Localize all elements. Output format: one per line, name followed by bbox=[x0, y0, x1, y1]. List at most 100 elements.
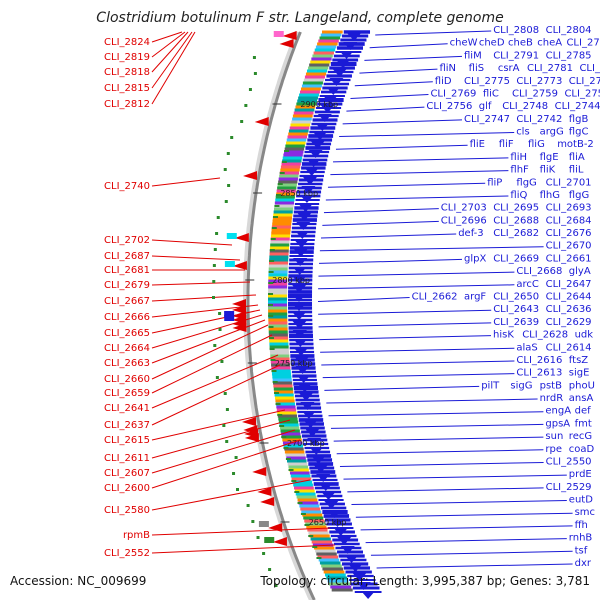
plus-strand-gene-arrow bbox=[344, 555, 359, 563]
gene-leader-line-minus bbox=[151, 429, 296, 474]
minus-strand-gene-arrow bbox=[257, 487, 272, 496]
gene-label-minus: CLI_2637 bbox=[104, 420, 150, 431]
gene-label-plus: def bbox=[575, 406, 592, 417]
gene-label-plus: fliE bbox=[470, 139, 485, 150]
gene-label-minus: CLI_2815 bbox=[104, 83, 150, 94]
gene-label-minus: CLI_2812 bbox=[104, 99, 150, 110]
marker-dot bbox=[240, 120, 244, 123]
gene-label-plus: recG bbox=[569, 431, 592, 442]
plus-strand-gene-arrow bbox=[303, 420, 318, 428]
plus-strand-gene-arrow bbox=[300, 402, 315, 410]
plus-strand-gene-arrow bbox=[293, 348, 308, 356]
gene-label-minus: CLI_2666 bbox=[104, 312, 150, 323]
feature-block bbox=[258, 521, 269, 527]
marker-dash bbox=[269, 348, 275, 350]
gene-label-plus: fliN bbox=[439, 63, 456, 74]
gene-leader-line-minus bbox=[151, 255, 241, 261]
gene-leader-line bbox=[319, 335, 492, 341]
plus-strand-gene-arrow bbox=[292, 294, 307, 302]
marker-dash bbox=[270, 238, 276, 240]
feature-block bbox=[226, 233, 237, 239]
gene-label-plus: fliF bbox=[499, 139, 514, 150]
gene-leader-line bbox=[351, 500, 567, 506]
gene-label-minus: CLI_2740 bbox=[104, 181, 150, 192]
gene-label-minus: rpmB bbox=[123, 530, 150, 541]
plus-strand-gene-arrow bbox=[307, 438, 322, 446]
gene-leader-line bbox=[336, 449, 544, 455]
plus-strand-gene-arrow bbox=[309, 447, 324, 455]
gene-label-plus: argF bbox=[464, 292, 486, 303]
minus-strand-gene-arrow bbox=[232, 323, 247, 332]
gene-label-plus: CLI_2669 bbox=[493, 253, 539, 264]
kbp-tick-label: 2900 kbp bbox=[300, 100, 338, 109]
gene-label-minus: CLI_2615 bbox=[104, 435, 150, 446]
gene-leader-line bbox=[327, 182, 486, 188]
gene-label-minus: CLI_2607 bbox=[104, 468, 150, 479]
gene-label-plus: tsf bbox=[575, 545, 588, 556]
marker-dash bbox=[275, 403, 281, 405]
marker-dot bbox=[236, 488, 240, 491]
gene-leader-line-minus bbox=[151, 334, 273, 394]
plus-strand-gene-arrow bbox=[332, 69, 347, 77]
marker-dot bbox=[213, 344, 217, 347]
gene-label-plus: CLI_2662 bbox=[412, 292, 458, 303]
gene-leader-line bbox=[318, 271, 515, 277]
gene-label-plus: ansA bbox=[569, 393, 594, 404]
gene-leader-line bbox=[317, 297, 410, 302]
gene-label-plus: CLI_2795 bbox=[566, 38, 600, 49]
marker-dot bbox=[234, 456, 238, 459]
gene-label-plus: CLI_2804 bbox=[546, 25, 592, 36]
gene-leader-line bbox=[339, 461, 544, 467]
plus-strand-gene-arrow bbox=[292, 312, 307, 320]
gene-label-plus: CLI_2661 bbox=[546, 253, 592, 264]
gene-label-minus: CLI_2663 bbox=[104, 358, 150, 369]
marker-dash bbox=[271, 227, 277, 229]
plus-strand-gene-arrow bbox=[356, 582, 371, 590]
plus-strand-gene-arrow bbox=[333, 528, 348, 536]
marker-dot bbox=[226, 152, 230, 155]
gene-label-plus: CLI_2613 bbox=[516, 368, 562, 379]
marker-dot bbox=[246, 504, 250, 507]
marker-dot bbox=[248, 88, 252, 91]
gene-label-plus: CLI_2744 bbox=[555, 101, 600, 112]
marker-dash bbox=[276, 194, 282, 196]
gene-leader-line bbox=[376, 563, 573, 569]
gene-label-plus: ftsZ bbox=[569, 355, 588, 366]
plus-strand-gene-arrow bbox=[327, 510, 342, 518]
gene-leader-line bbox=[350, 93, 429, 99]
gene-label-plus: fliQ bbox=[510, 190, 527, 201]
gene-label-plus: CLI_2676 bbox=[546, 228, 592, 239]
gene-label-plus: engA bbox=[545, 406, 571, 417]
gene-label-plus: CLI_2759 bbox=[512, 88, 558, 99]
gene-leader-line bbox=[333, 436, 544, 442]
gene-label-plus: CLI_2776 bbox=[579, 63, 600, 74]
plus-strand-gene-arrow bbox=[292, 276, 307, 284]
plus-strand-gene-arrow bbox=[293, 258, 308, 266]
gene-leader-line bbox=[364, 55, 463, 61]
gene-leader-line-minus bbox=[151, 31, 186, 58]
gene-label-plus: coaD bbox=[569, 444, 595, 455]
gene-label-plus: CLI_2742 bbox=[516, 114, 562, 125]
gene-label-plus: cls bbox=[516, 127, 530, 138]
plus-strand-gene-arrow bbox=[311, 456, 326, 464]
gene-label-plus: CLI_2628 bbox=[522, 330, 568, 341]
marker-dash bbox=[268, 337, 274, 339]
plus-strand-gene-arrow bbox=[299, 393, 314, 401]
gene-label-plus: cheB bbox=[508, 38, 533, 49]
marker-dash bbox=[285, 458, 291, 460]
gene-label-plus: CLI_2616 bbox=[516, 355, 562, 366]
marker-dash bbox=[281, 436, 287, 438]
marker-dot bbox=[225, 408, 229, 411]
gene-label-plus: CLI_2756 bbox=[426, 101, 472, 112]
gene-leader-line-minus bbox=[151, 479, 311, 511]
plus-strand-gene-arrow bbox=[306, 159, 321, 167]
gene-leader-line-minus bbox=[151, 177, 221, 187]
gene-label-plus: CLI_2748 bbox=[502, 101, 548, 112]
gene-label-plus: sun bbox=[545, 431, 563, 442]
gene-label-plus: fliH bbox=[510, 152, 527, 163]
minus-strand-gene-arrow bbox=[268, 523, 283, 532]
plus-strand-gene-arrow bbox=[317, 114, 332, 122]
minus-strand-gene-arrow bbox=[260, 497, 275, 506]
gene-label-plus: CLI_2695 bbox=[493, 203, 539, 214]
plus-strand-gene-arrow bbox=[301, 186, 316, 194]
